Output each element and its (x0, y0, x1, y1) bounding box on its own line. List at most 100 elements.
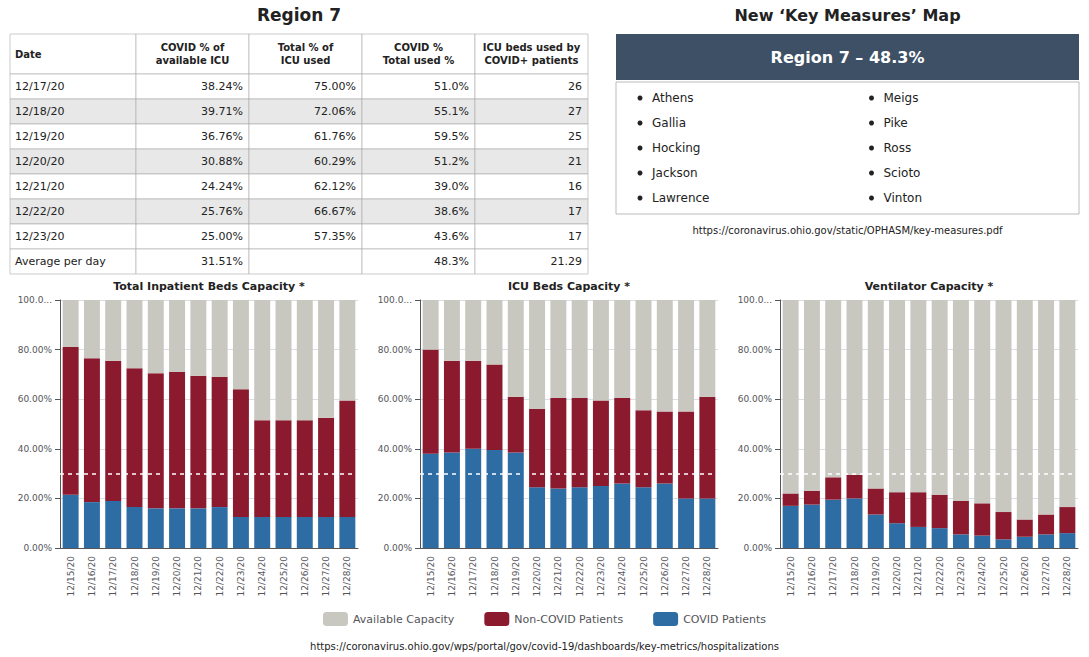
svg-text:12/24/20: 12/24/20 (977, 556, 987, 597)
svg-text:12/22/20: 12/22/20 (935, 556, 945, 597)
svg-text:51.0%: 51.0% (434, 80, 469, 93)
svg-text:12/27/20: 12/27/20 (321, 556, 331, 597)
svg-text:12/23/20: 12/23/20 (956, 556, 966, 597)
svg-text:62.12%: 62.12% (314, 180, 356, 193)
svg-text:Pike: Pike (884, 116, 908, 130)
svg-text:Total % of: Total % of (278, 42, 334, 53)
svg-text:12/16/20: 12/16/20 (447, 556, 457, 597)
svg-text:12/22/20: 12/22/20 (15, 205, 64, 218)
svg-text:12/25/20: 12/25/20 (639, 556, 649, 597)
svg-text:12/19/20: 12/19/20 (15, 130, 64, 143)
svg-text:38.24%: 38.24% (201, 80, 243, 93)
svg-text:ICU beds used by: ICU beds used by (483, 42, 581, 53)
svg-text:12/19/20: 12/19/20 (871, 556, 881, 597)
svg-text:12/17/20: 12/17/20 (108, 556, 118, 597)
svg-text:COVID %: COVID % (394, 42, 443, 53)
svg-text:12/15/20: 12/15/20 (66, 556, 76, 597)
svg-text:Vinton: Vinton (884, 191, 923, 205)
svg-text:26: 26 (568, 80, 582, 93)
svg-text:12/20/20: 12/20/20 (892, 556, 902, 597)
svg-text:100.0...: 100.0... (738, 295, 772, 305)
svg-text:available ICU: available ICU (156, 55, 230, 66)
svg-text:https://coronavirus.ohio.gov/w: https://coronavirus.ohio.gov/wps/portal/… (310, 641, 779, 652)
svg-text:17: 17 (568, 205, 582, 218)
svg-text:Non-COVID Patients: Non-COVID Patients (514, 613, 623, 626)
svg-text:Meigs: Meigs (884, 91, 919, 105)
svg-text:Gallia: Gallia (652, 116, 686, 130)
svg-text:12/23/20: 12/23/20 (236, 556, 246, 597)
svg-text:16: 16 (568, 180, 582, 193)
svg-text:25: 25 (568, 130, 582, 143)
svg-text:12/18/20: 12/18/20 (850, 556, 860, 597)
svg-text:12/23/20: 12/23/20 (596, 556, 606, 597)
svg-text:New ‘Key Measures’ Map: New ‘Key Measures’ Map (734, 6, 960, 25)
svg-text:39.0%: 39.0% (434, 180, 469, 193)
svg-text:12/21/20: 12/21/20 (553, 556, 563, 597)
svg-text:12/26/20: 12/26/20 (1020, 556, 1030, 597)
svg-text:12/22/20: 12/22/20 (575, 556, 585, 597)
svg-text:20.00%: 20.00% (18, 493, 53, 503)
svg-text:12/20/20: 12/20/20 (532, 556, 542, 597)
svg-text:12/26/20: 12/26/20 (300, 556, 310, 597)
svg-text:30.88%: 30.88% (201, 155, 243, 168)
svg-text:12/19/20: 12/19/20 (511, 556, 521, 597)
svg-text:12/23/20: 12/23/20 (15, 230, 64, 243)
svg-text:12/15/20: 12/15/20 (426, 556, 436, 597)
svg-text:55.1%: 55.1% (434, 105, 469, 118)
svg-text:60.00%: 60.00% (738, 394, 773, 404)
svg-text:0.00%: 0.00% (743, 543, 772, 553)
svg-text:60.29%: 60.29% (314, 155, 356, 168)
svg-text:21.29: 21.29 (551, 255, 583, 268)
svg-text:17: 17 (568, 230, 582, 243)
svg-text:100.0...: 100.0... (18, 295, 52, 305)
svg-text:Total used %: Total used % (383, 55, 454, 66)
svg-text:12/17/20: 12/17/20 (15, 80, 64, 93)
svg-text:12/24/20: 12/24/20 (617, 556, 627, 597)
svg-text:12/25/20: 12/25/20 (279, 556, 289, 597)
svg-text:75.00%: 75.00% (314, 80, 356, 93)
svg-text:12/21/20: 12/21/20 (913, 556, 923, 597)
svg-text:12/20/20: 12/20/20 (172, 556, 182, 597)
svg-text:39.71%: 39.71% (201, 105, 243, 118)
svg-text:80.00%: 80.00% (18, 345, 53, 355)
svg-text:12/28/20: 12/28/20 (1062, 556, 1072, 597)
svg-text:12/18/20: 12/18/20 (490, 556, 500, 597)
svg-text:COVID Patients: COVID Patients (683, 613, 766, 626)
svg-text:Ross: Ross (884, 141, 912, 155)
svg-text:12/21/20: 12/21/20 (193, 556, 203, 597)
svg-text:12/17/20: 12/17/20 (828, 556, 838, 597)
svg-text:Average per day: Average per day (15, 255, 106, 268)
svg-text:60.00%: 60.00% (378, 394, 413, 404)
svg-text:Hocking: Hocking (652, 141, 700, 155)
svg-text:12/16/20: 12/16/20 (807, 556, 817, 597)
svg-text:59.5%: 59.5% (434, 130, 469, 143)
svg-text:COVID+ patients: COVID+ patients (485, 55, 579, 66)
svg-text:66.67%: 66.67% (314, 205, 356, 218)
svg-text:100.0...: 100.0... (378, 295, 412, 305)
svg-text:51.2%: 51.2% (434, 155, 469, 168)
svg-text:40.00%: 40.00% (738, 444, 773, 454)
svg-text:60.00%: 60.00% (18, 394, 53, 404)
svg-text:0.00%: 0.00% (23, 543, 52, 553)
svg-text:0.00%: 0.00% (383, 543, 412, 553)
svg-text:36.76%: 36.76% (201, 130, 243, 143)
svg-text:27: 27 (568, 105, 582, 118)
svg-text:80.00%: 80.00% (738, 345, 773, 355)
svg-text:25.00%: 25.00% (201, 230, 243, 243)
svg-text:12/27/20: 12/27/20 (681, 556, 691, 597)
svg-text:12/21/20: 12/21/20 (15, 180, 64, 193)
svg-text:Date: Date (15, 49, 42, 60)
svg-text:12/20/20: 12/20/20 (15, 155, 64, 168)
svg-text:24.24%: 24.24% (201, 180, 243, 193)
svg-text:80.00%: 80.00% (378, 345, 413, 355)
svg-text:12/25/20: 12/25/20 (999, 556, 1009, 597)
svg-text:https://coronavirus.ohio.gov/s: https://coronavirus.ohio.gov/static/OPHA… (692, 225, 1003, 236)
svg-text:25.76%: 25.76% (201, 205, 243, 218)
svg-text:12/28/20: 12/28/20 (342, 556, 352, 597)
svg-text:20.00%: 20.00% (378, 493, 413, 503)
svg-text:12/15/20: 12/15/20 (786, 556, 796, 597)
svg-text:Total Inpatient Beds Capacity: Total Inpatient Beds Capacity * (113, 280, 305, 293)
svg-text:Ventilator Capacity *: Ventilator Capacity * (865, 280, 994, 293)
svg-text:12/24/20: 12/24/20 (257, 556, 267, 597)
svg-text:12/28/20: 12/28/20 (702, 556, 712, 597)
